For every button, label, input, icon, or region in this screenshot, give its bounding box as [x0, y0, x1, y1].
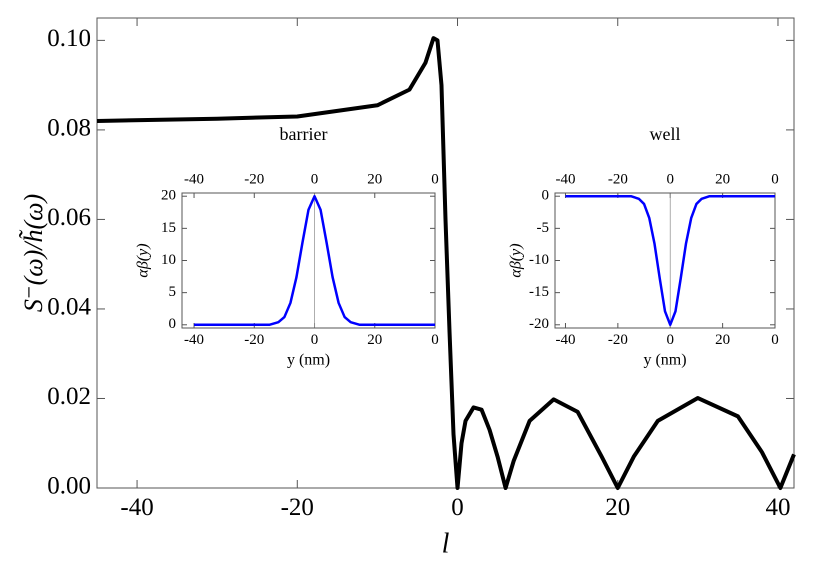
y-tick-label: -20: [529, 316, 549, 332]
x2-tick-label: -40: [555, 172, 575, 188]
x-tick-label: 20: [715, 332, 730, 348]
x2-tick-label: 20: [367, 172, 382, 188]
x-tick-label: 0: [311, 332, 319, 348]
x-tick-label: -40: [555, 332, 575, 348]
x-axis-label: y (nm): [287, 352, 330, 369]
inset-title: barrier: [280, 124, 328, 144]
y-tick-label: 0.02: [47, 383, 91, 410]
y-axis-label: S⁻(ω)/h̃(ω): [19, 194, 48, 312]
x-tick-label: -40: [120, 494, 153, 521]
y-tick-label: 15: [161, 220, 176, 236]
data-line: [565, 194, 775, 327]
x2-tick-label: 0: [666, 172, 674, 188]
x-tick-label: -20: [608, 332, 628, 348]
x-tick-label: -20: [281, 494, 314, 521]
x2-tick-label: -20: [608, 172, 628, 188]
x2-tick-label: 0: [771, 172, 779, 188]
x-tick-label: -40: [184, 332, 204, 348]
x2-tick-label: -40: [184, 172, 204, 188]
y-tick-label: 10: [161, 252, 176, 268]
y-tick-label: 0.00: [47, 473, 91, 500]
x2-tick-label: 0: [431, 172, 439, 188]
y-tick-label: -10: [529, 252, 549, 268]
x2-tick-label: -20: [244, 172, 264, 188]
x2-tick-label: 20: [715, 172, 730, 188]
y-tick-label: 0: [542, 188, 550, 204]
x-tick-label: 20: [605, 494, 630, 521]
y-tick-label: 20: [161, 188, 176, 204]
plot-frame: [181, 192, 436, 329]
inset-title: well: [650, 124, 681, 144]
y-tick-label: -5: [537, 220, 550, 236]
x-axis-label: l: [442, 528, 450, 559]
y-tick-label: 0: [169, 316, 177, 332]
x-tick-label: 0: [451, 494, 464, 521]
x-tick-label: 0: [431, 332, 439, 348]
y-axis-label: αβ(y): [135, 243, 152, 277]
y-tick-label: 0.08: [47, 115, 91, 142]
data-line: [194, 194, 435, 327]
x-axis-label: y (nm): [643, 352, 686, 369]
x-tick-label: 40: [765, 494, 790, 521]
y-tick-label: 0.06: [47, 204, 91, 231]
x-tick-label: -20: [244, 332, 264, 348]
x2-tick-label: 0: [311, 172, 319, 188]
x-tick-label: 0: [666, 332, 674, 348]
y-tick-label: 0.04: [47, 294, 91, 321]
y-tick-label: 0.10: [47, 25, 91, 52]
y-tick-label: -15: [529, 284, 549, 300]
y-tick-label: 5: [169, 284, 177, 300]
data-line: [96, 36, 796, 490]
plot-frame: [554, 192, 776, 329]
x-tick-label: 20: [367, 332, 382, 348]
x-tick-label: 0: [771, 332, 779, 348]
plot-frame: [96, 17, 795, 489]
y-axis-label: αβ(y): [508, 243, 525, 277]
